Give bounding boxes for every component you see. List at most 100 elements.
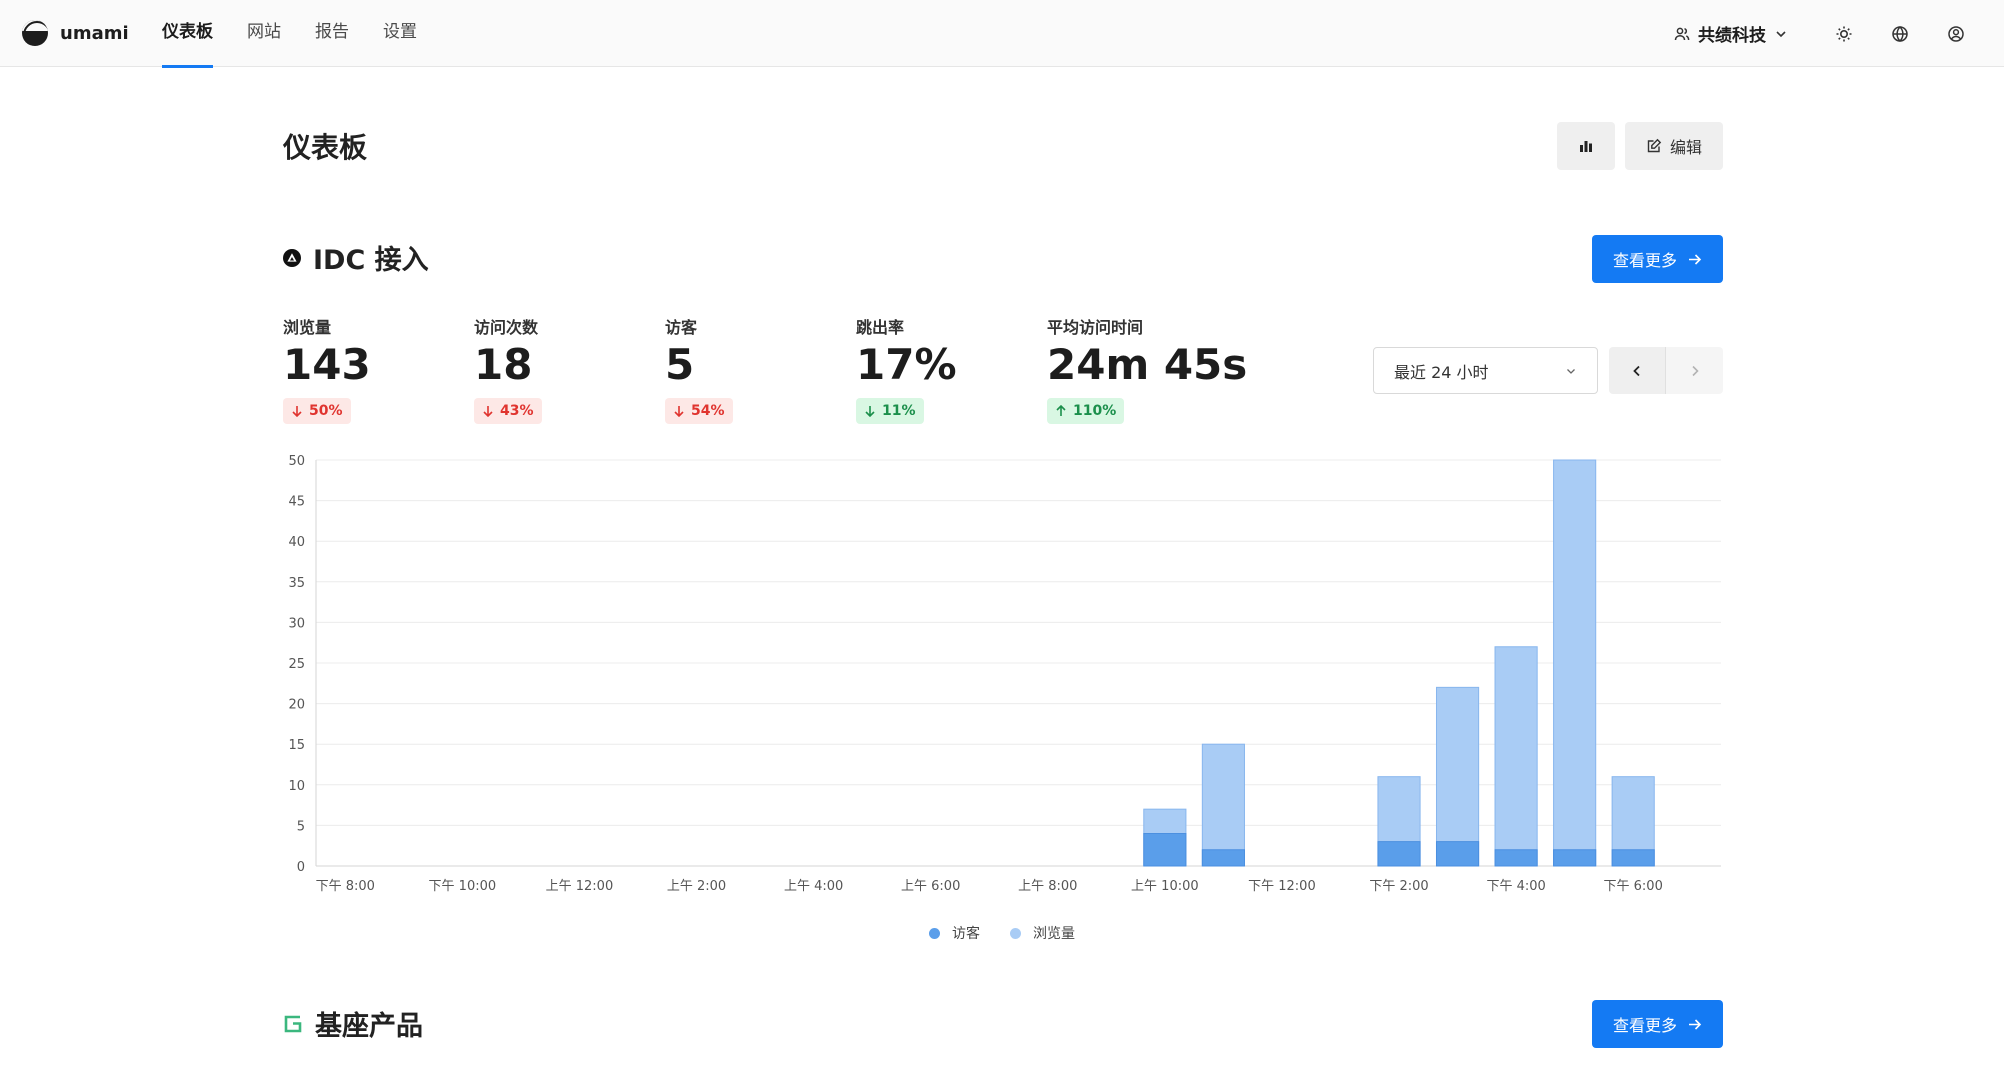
metric-visitors: 访客 5 54% xyxy=(665,314,856,424)
bar-pageviews xyxy=(1494,646,1538,867)
x-tick-label: 上午 8:00 xyxy=(1018,879,1077,894)
metric-change-badge: 50% xyxy=(283,398,351,424)
metrics-bar: 浏览量 143 50% 访问次数 18 43% 访客 5 54% 跳出率 17%… xyxy=(283,314,1297,424)
arrow-right-icon xyxy=(1689,1018,1702,1030)
bar-visitors xyxy=(1377,841,1421,867)
metric-change-badge: 110% xyxy=(1047,398,1125,424)
bar-visitors xyxy=(1611,849,1655,867)
chevron-left-icon xyxy=(1633,365,1640,376)
edit-button[interactable]: 编辑 xyxy=(1625,122,1723,170)
metric-change-value: 54% xyxy=(691,403,725,419)
x-tick-label: 下午 2:00 xyxy=(1369,879,1428,894)
metric-label: 访客 xyxy=(665,318,698,337)
bar-visitors xyxy=(1553,849,1597,867)
metric-label: 跳出率 xyxy=(856,318,905,337)
chevron-right-icon xyxy=(1691,365,1699,376)
nav-item-reports[interactable]: 报告 xyxy=(315,22,349,42)
y-tick-label: 45 xyxy=(288,495,305,510)
chart-view-button[interactable] xyxy=(1557,122,1615,170)
team-name: 共绩科技 xyxy=(1698,26,1766,46)
arrow-down-icon xyxy=(674,406,684,417)
arrow-down-icon xyxy=(483,406,493,417)
y-tick-label: 50 xyxy=(288,454,305,469)
globe-icon xyxy=(1892,25,1908,42)
y-tick-label: 20 xyxy=(288,698,305,713)
y-tick-label: 25 xyxy=(288,657,305,672)
x-tick-label: 上午 2:00 xyxy=(667,879,726,894)
bar-pageviews xyxy=(1435,686,1480,867)
legend-label: 浏览量 xyxy=(1033,926,1075,942)
next-range-button[interactable] xyxy=(1666,347,1723,394)
metric-change-value: 110% xyxy=(1073,403,1117,419)
y-tick-label: 35 xyxy=(288,576,305,591)
metric-pageviews: 浏览量 143 50% xyxy=(283,314,474,424)
y-tick-label: 30 xyxy=(288,616,305,631)
x-tick-label: 上午 4:00 xyxy=(784,879,843,894)
y-tick-label: 40 xyxy=(288,535,305,550)
metric-bounce-rate: 跳出率 17% 11% xyxy=(856,314,1047,424)
view-more-label: 查看更多 xyxy=(1612,251,1677,270)
legend-dot xyxy=(929,927,940,939)
arrow-right-icon xyxy=(1689,253,1702,265)
team-switcher[interactable]: 共绩科技 xyxy=(1674,21,1788,46)
y-tick-label: 5 xyxy=(297,819,305,834)
metric-change-badge: 11% xyxy=(856,398,924,424)
website-favicon-icon xyxy=(283,248,301,267)
legend-item-visitors[interactable]: 访客 xyxy=(929,923,980,943)
metric-label: 浏览量 xyxy=(283,318,332,337)
profile-button[interactable] xyxy=(1938,16,1974,52)
chevron-down-icon xyxy=(1776,30,1786,37)
metric-change-value: 43% xyxy=(500,403,534,419)
nav-item-settings[interactable]: 设置 xyxy=(383,22,417,42)
nav-item-dashboard[interactable]: 仪表板 xyxy=(162,0,213,68)
edit-button-label: 编辑 xyxy=(1669,138,1702,157)
bar-visitors xyxy=(1494,849,1538,867)
chart-legend: 访客 浏览量 xyxy=(0,923,2004,943)
bar-visitors xyxy=(1143,833,1187,867)
legend-label: 访客 xyxy=(952,926,980,942)
bar-visitors xyxy=(1201,849,1245,867)
previous-range-button[interactable] xyxy=(1609,347,1666,394)
language-button[interactable] xyxy=(1882,16,1918,52)
arrow-down-icon xyxy=(865,406,875,417)
date-range-value: 最近 24 小时 xyxy=(1394,362,1489,382)
metric-change-badge: 43% xyxy=(474,398,542,424)
arrow-up-icon xyxy=(1056,405,1066,416)
metric-change-badge: 54% xyxy=(665,398,733,424)
section-title-label: IDC 接入 xyxy=(313,245,429,276)
metric-change-value: 50% xyxy=(309,403,343,419)
x-tick-label: 下午 4:00 xyxy=(1486,879,1545,894)
main-nav: 仪表板 网站 报告 设置 xyxy=(162,0,417,68)
x-tick-label: 上午 10:00 xyxy=(1131,879,1199,894)
view-more-button[interactable]: 查看更多 xyxy=(1592,1000,1723,1048)
brand[interactable]: umami xyxy=(22,20,129,46)
x-tick-label: 下午 6:00 xyxy=(1604,879,1663,894)
website-favicon-icon xyxy=(284,1015,302,1032)
metric-label: 访问次数 xyxy=(474,318,539,337)
x-tick-label: 下午 12:00 xyxy=(1248,879,1316,894)
view-more-button[interactable]: 查看更多 xyxy=(1592,235,1723,283)
legend-item-pageviews[interactable]: 浏览量 xyxy=(1010,923,1075,943)
x-tick-label: 下午 10:00 xyxy=(429,879,497,894)
metric-visits: 访问次数 18 43% xyxy=(474,314,665,424)
x-tick-label: 下午 8:00 xyxy=(316,879,375,894)
edit-icon xyxy=(1647,138,1662,153)
date-range-select[interactable]: 最近 24 小时 xyxy=(1373,347,1598,394)
y-tick-label: 15 xyxy=(288,738,305,753)
header-tools: 共绩科技 xyxy=(1674,0,1974,67)
metric-value: 24m 45s xyxy=(1047,340,1248,389)
section-title-base-product[interactable]: 基座产品 xyxy=(283,1004,423,1043)
section-title-idc[interactable]: IDC 接入 xyxy=(283,238,429,277)
nav-item-websites[interactable]: 网站 xyxy=(247,22,281,42)
metric-change-value: 11% xyxy=(882,403,916,419)
bar-chart-icon xyxy=(1580,141,1592,152)
x-tick-label: 上午 12:00 xyxy=(546,879,614,894)
bar-pageviews xyxy=(1201,743,1245,867)
theme-toggle-button[interactable] xyxy=(1826,16,1862,52)
y-tick-label: 0 xyxy=(297,860,305,875)
legend-dot xyxy=(1010,927,1021,939)
brand-name: umami xyxy=(60,22,129,44)
user-group-icon xyxy=(1674,27,1690,40)
page-title: 仪表板 xyxy=(283,131,368,164)
bar-visitors xyxy=(1435,841,1480,867)
